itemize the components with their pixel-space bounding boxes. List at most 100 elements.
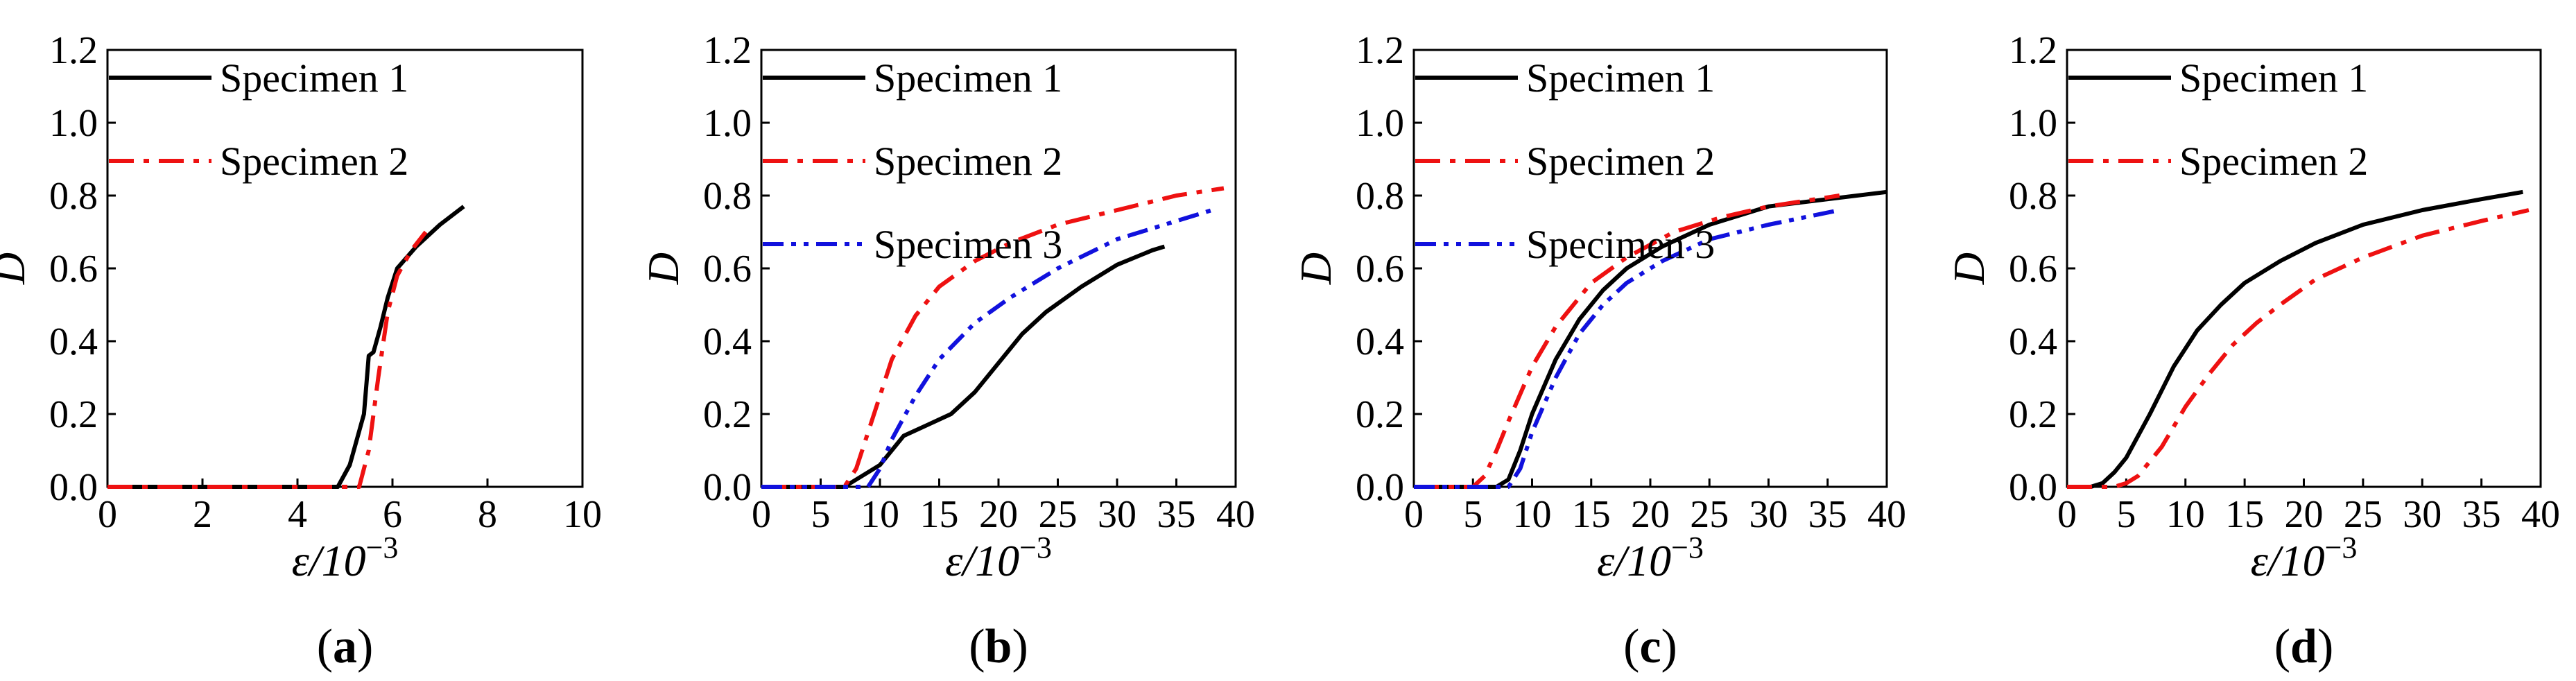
y-tick-label: 1.2 (703, 29, 752, 72)
x-tick-label: 25 (1690, 493, 1729, 536)
y-tick-label: 0.2 (1356, 393, 1404, 436)
legend-label-specimen-3: Specimen 3 (1526, 222, 1715, 267)
x-tick-label: 10 (2166, 493, 2205, 536)
series-line-specimen-1 (2067, 189, 2523, 489)
legend-label-specimen-2: Specimen 2 (220, 139, 408, 184)
x-axis-title: ε/10−3 (292, 531, 399, 585)
x-tick-label: 30 (2403, 493, 2441, 536)
x-tick-label: 25 (2344, 493, 2383, 536)
y-tick-label: 0.0 (49, 466, 98, 509)
chart-panel-b: 0 5 10 15 20 25 30 35 40 0.0 0.2 0.4 0.6 0.8 1.0 1.2 Dε/… (639, 29, 1255, 673)
x-tick-label: 30 (1098, 493, 1136, 536)
panel-label: (d) (2274, 620, 2334, 673)
panel-label: (c) (1623, 620, 1677, 673)
x-tick-label: 25 (1039, 493, 1078, 536)
y-tick-label: 0.4 (1356, 320, 1404, 363)
x-tick-label: 4 (288, 493, 307, 536)
series-line-specimen-1 (761, 244, 1166, 489)
y-tick-label: 0.0 (1356, 466, 1404, 509)
x-tick-label: 15 (920, 493, 959, 536)
legend-label-specimen-1: Specimen 1 (1526, 55, 1715, 101)
legend-label-specimen-1: Specimen 1 (874, 55, 1062, 101)
series-line-specimen-1 (107, 205, 465, 489)
legend-label-specimen-1: Specimen 1 (220, 55, 408, 101)
legend-label-specimen-1: Specimen 1 (2179, 55, 2368, 101)
panel-label: (a) (317, 620, 374, 673)
x-tick-label: 0 (1404, 493, 1424, 536)
x-tick-label: 20 (1631, 493, 1670, 536)
x-tick-label: 5 (2116, 493, 2136, 536)
y-tick-label: 0.4 (2009, 320, 2057, 363)
x-tick-label: 10 (1513, 493, 1552, 536)
y-tick-label: 1.2 (1356, 29, 1404, 72)
y-tick-label: 0.0 (703, 466, 752, 509)
y-tick-label: 0.8 (703, 175, 752, 218)
x-tick-label: 10 (861, 493, 899, 536)
plot-frame (1412, 49, 1888, 488)
x-tick-label: 0 (752, 493, 771, 536)
y-tick-label: 1.2 (49, 29, 98, 72)
x-tick-label: 15 (1572, 493, 1611, 536)
x-axis-title: ε/10−3 (1597, 531, 1704, 585)
y-tick-label: 0.6 (2009, 248, 2057, 291)
legend-label-specimen-3: Specimen 3 (874, 222, 1062, 267)
y-tick-label: 0.6 (1356, 248, 1404, 291)
y-axis-title: D (1291, 252, 1340, 285)
series-line-specimen-2 (107, 230, 428, 489)
y-tick-label: 0.2 (703, 393, 752, 436)
x-tick-label: 40 (2521, 493, 2560, 536)
series-line-specimen-1 (1414, 189, 1887, 489)
x-tick-label: 0 (98, 493, 117, 536)
legend-label-specimen-2: Specimen 2 (1526, 139, 1715, 184)
legend-label-specimen-2: Specimen 2 (2179, 139, 2368, 184)
x-tick-label: 5 (1463, 493, 1483, 536)
y-tick-label: 1.2 (2009, 29, 2057, 72)
y-tick-label: 1.0 (1356, 102, 1404, 145)
x-tick-label: 35 (1808, 493, 1847, 536)
y-tick-label: 0.0 (2009, 466, 2057, 509)
x-tick-label: 30 (1749, 493, 1788, 536)
y-axis-title: D (0, 252, 34, 285)
y-tick-label: 0.8 (49, 175, 98, 218)
y-tick-label: 0.8 (2009, 175, 2057, 218)
y-axis-title: D (1944, 252, 1994, 285)
plot-frame (2066, 49, 2542, 488)
x-tick-label: 35 (2462, 493, 2501, 536)
legend-label-specimen-2: Specimen 2 (874, 139, 1062, 184)
x-axis-title: ε/10−3 (2251, 531, 2358, 585)
x-tick-label: 0 (2057, 493, 2077, 536)
y-tick-label: 1.0 (49, 102, 98, 145)
x-tick-label: 15 (2225, 493, 2264, 536)
series-line-specimen-3 (761, 208, 1213, 489)
y-tick-label: 1.0 (2009, 102, 2057, 145)
y-tick-label: 0.2 (2009, 393, 2057, 436)
y-tick-label: 1.0 (703, 102, 752, 145)
x-tick-label: 20 (2285, 493, 2324, 536)
chart-panel-c: 0 5 10 15 20 25 30 35 40 0.0 0.2 0.4 0.6 0.8 1.0 1.2 Dε/… (1291, 29, 1906, 673)
series-line-specimen-3 (1414, 208, 1840, 489)
x-tick-label: 20 (979, 493, 1018, 536)
plot-frame (760, 49, 1237, 488)
chart-panel-d: 0 5 10 15 20 25 30 35 40 0.0 0.2 0.4 0.6 0.8 1.0 1.2 Dε/… (1944, 29, 2560, 673)
x-tick-label: 5 (811, 493, 831, 536)
y-tick-label: 0.2 (49, 393, 98, 436)
x-tick-label: 6 (383, 493, 402, 536)
x-tick-label: 8 (478, 493, 497, 536)
y-tick-label: 0.4 (49, 320, 98, 363)
x-tick-label: 10 (563, 493, 602, 536)
y-tick-label: 0.8 (1356, 175, 1404, 218)
panel-label: (b) (969, 620, 1028, 673)
y-tick-label: 0.6 (703, 248, 752, 291)
x-tick-label: 40 (1216, 493, 1255, 536)
y-axis-title: D (639, 252, 688, 285)
x-tick-label: 35 (1157, 493, 1196, 536)
series-line-specimen-2 (761, 186, 1225, 489)
y-tick-label: 0.6 (49, 248, 98, 291)
series-line-specimen-2 (2067, 208, 2530, 489)
x-axis-title: ε/10−3 (945, 531, 1052, 585)
plot-frame (106, 49, 584, 488)
y-tick-label: 0.4 (703, 320, 752, 363)
x-tick-label: 40 (1867, 493, 1906, 536)
chart-panel-a: 0 2 4 6 8 10 0.0 0.2 0.4 0.6 0.8 1.0 1.2 Dε/10−3 (a) Sp… (0, 29, 602, 673)
